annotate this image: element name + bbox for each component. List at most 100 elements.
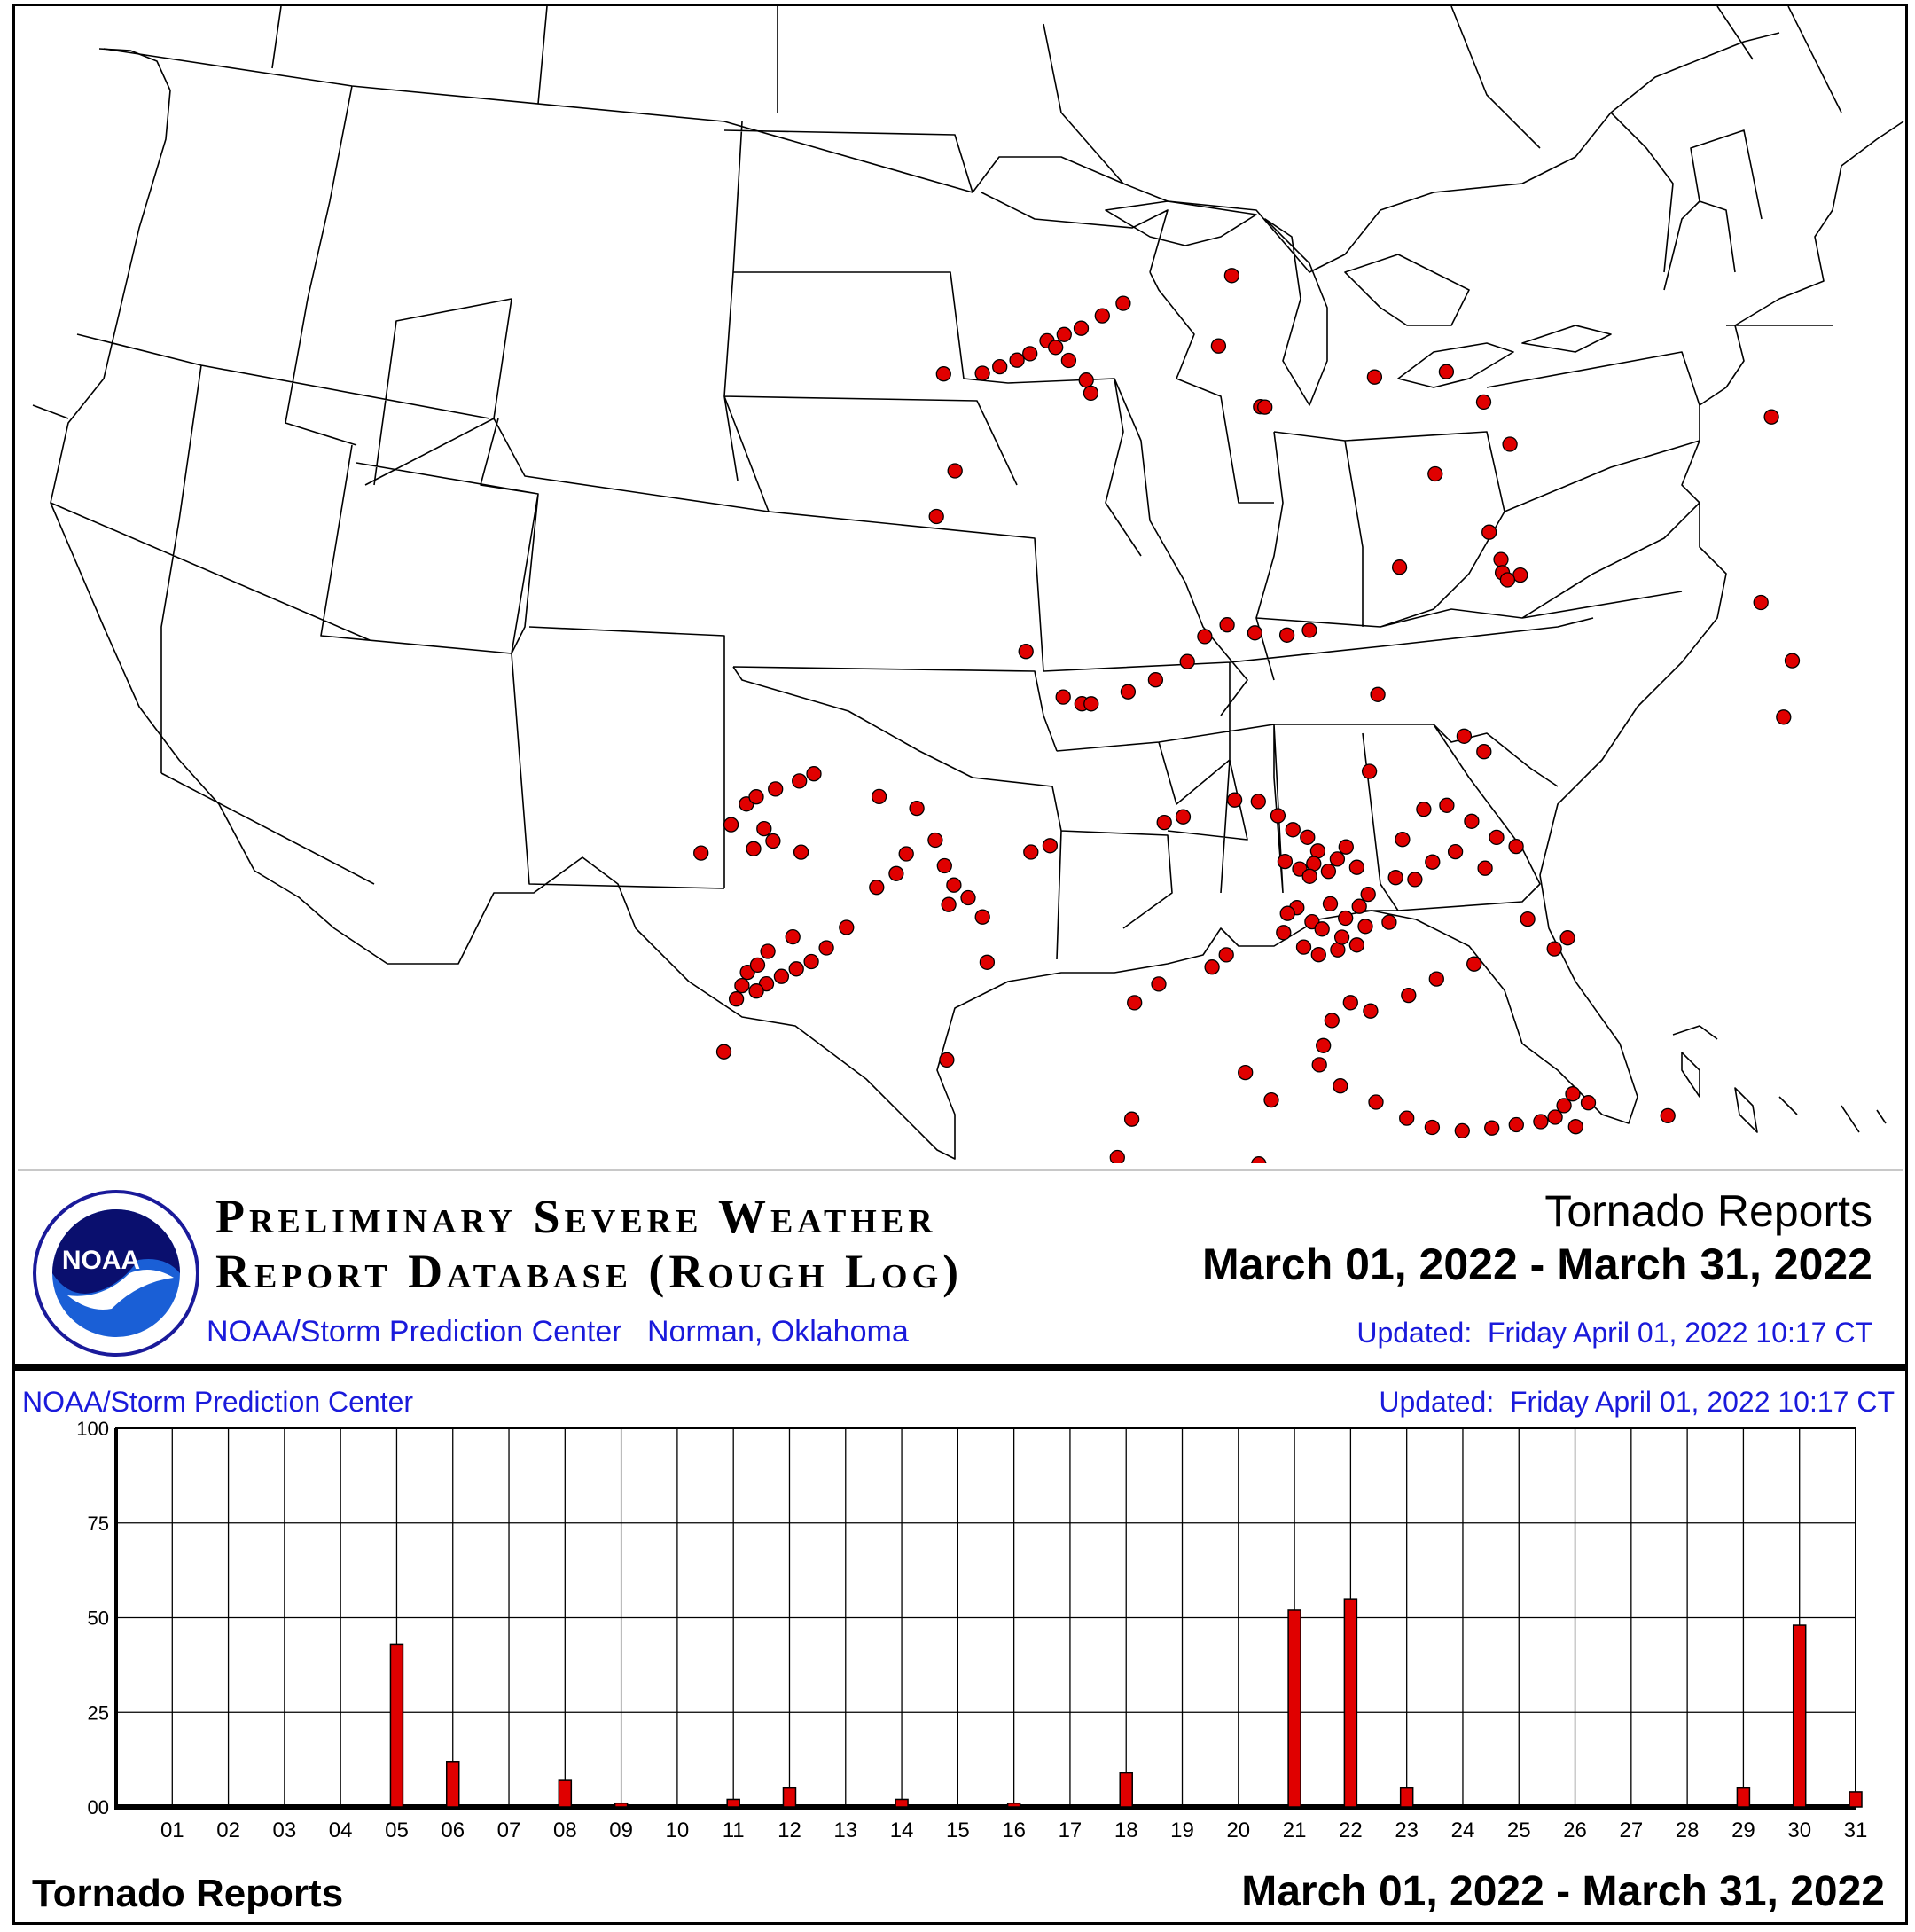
footer-date-range: March 01, 2022 - March 31, 2022 <box>1241 1867 1885 1916</box>
x-tick-label: 23 <box>1395 1819 1419 1842</box>
tornado-report-marker <box>1352 899 1366 913</box>
tornado-report-marker <box>1364 1004 1378 1018</box>
bar-day-30 <box>1794 1625 1806 1807</box>
tornado-report-marker <box>1264 1093 1278 1107</box>
tornado-report-marker <box>1489 830 1504 844</box>
x-tick-label: 16 <box>1002 1819 1026 1842</box>
tornado-report-marker <box>1343 996 1357 1010</box>
tornado-report-marker <box>1198 630 1212 644</box>
tornado-report-marker <box>1258 400 1272 414</box>
tornado-report-marker <box>1252 1157 1266 1163</box>
tornado-report-marker <box>1440 798 1454 812</box>
tornado-report-marker <box>1302 869 1317 883</box>
tornado-report-marker <box>819 941 833 955</box>
tornado-report-marker <box>1116 296 1130 310</box>
tornado-report-marker <box>937 859 951 873</box>
tornado-report-marker <box>948 464 962 478</box>
tornado-report-marker <box>757 822 771 836</box>
tornado-report-marker <box>1547 942 1561 956</box>
tornado-report-marker <box>1388 871 1403 885</box>
x-tick-label: 09 <box>609 1819 633 1842</box>
tornado-report-marker <box>1310 844 1325 858</box>
tornado-report-marker <box>1251 794 1265 809</box>
tornado-report-marker <box>730 992 744 1006</box>
tornado-report-marker <box>1369 1095 1383 1109</box>
tornado-report-marker <box>1478 861 1492 875</box>
tornado-report-marker <box>1075 321 1089 335</box>
x-tick-label: 27 <box>1619 1819 1643 1842</box>
database-title-line1: Preliminary Severe Weather <box>215 1189 937 1244</box>
tornado-report-marker <box>1023 347 1037 361</box>
x-tick-label: 08 <box>553 1819 577 1842</box>
tornado-report-marker <box>993 360 1007 374</box>
tornado-report-marker <box>1428 467 1442 481</box>
tornado-report-marker <box>889 866 903 880</box>
tornado-report-marker <box>1661 1108 1675 1122</box>
chart-updated: Updated: Friday April 01, 2022 10:17 CT <box>1379 1386 1895 1418</box>
tornado-report-marker <box>1228 793 1242 807</box>
tornado-report-marker <box>735 979 749 993</box>
tornado-report-marker <box>1754 596 1768 610</box>
tornado-report-marker <box>870 880 884 895</box>
x-tick-label: 04 <box>329 1819 353 1842</box>
bar-day-18 <box>1120 1773 1132 1807</box>
x-tick-label: 01 <box>160 1819 184 1842</box>
tornado-report-map <box>15 6 1905 1163</box>
x-tick-label: 19 <box>1170 1819 1194 1842</box>
tornado-report-marker <box>786 930 800 944</box>
banner-date-range: March 01, 2022 - March 31, 2022 <box>1202 1239 1872 1290</box>
tornado-report-marker <box>936 367 950 381</box>
y-tick-label: 00 <box>88 1796 109 1819</box>
tornado-report-marker <box>1205 960 1219 974</box>
us-outline <box>51 49 1903 1159</box>
tornado-report-marker <box>940 1052 954 1067</box>
chart-source: NOAA/Storm Prediction Center <box>22 1386 413 1418</box>
tornado-report-marker <box>761 944 775 958</box>
tornado-report-marker <box>975 366 989 380</box>
tornado-report-marker <box>1439 364 1453 379</box>
bar-day-12 <box>783 1788 795 1807</box>
tornado-report-marker <box>1503 437 1517 451</box>
bar-day-14 <box>895 1799 908 1807</box>
tornado-report-marker <box>1056 690 1070 704</box>
tornado-report-marker <box>1157 816 1171 830</box>
tornado-report-marker <box>794 845 809 859</box>
tornado-report-marker <box>751 958 765 972</box>
tornado-report-marker <box>1239 1066 1253 1080</box>
x-tick-label: 03 <box>273 1819 297 1842</box>
tornado-report-marker <box>1280 628 1294 642</box>
agency-line: NOAA/Storm Prediction Center Norman, Okl… <box>207 1315 909 1349</box>
x-tick-label: 29 <box>1731 1819 1755 1842</box>
tornado-report-marker <box>1280 906 1294 920</box>
tornado-report-marker <box>1777 710 1791 724</box>
tornado-report-marker <box>1321 864 1335 879</box>
tornado-report-marker <box>804 955 818 969</box>
tornado-report-marker <box>947 878 961 892</box>
tornado-report-marker <box>1180 654 1194 669</box>
map-boundaries <box>33 6 1903 1159</box>
tornado-report-marker <box>1049 340 1063 355</box>
x-tick-label: 10 <box>666 1819 690 1842</box>
tornado-report-marker <box>1324 896 1338 911</box>
tornado-report-marker <box>1010 353 1024 367</box>
tornado-report-marker <box>1301 830 1315 844</box>
noaa-logo: NOAA <box>32 1189 200 1357</box>
tornado-report-marker <box>1270 809 1285 823</box>
tornado-report-marker <box>793 774 807 788</box>
tornado-report-marker <box>749 790 763 804</box>
tornado-report-marker <box>1278 855 1292 869</box>
bar-day-21 <box>1288 1610 1301 1807</box>
tornado-report-marker <box>1449 845 1463 859</box>
y-tick-label: 50 <box>88 1607 109 1630</box>
tornado-report-marker <box>1509 840 1523 854</box>
tornado-report-marker <box>1417 802 1431 817</box>
tornado-report-marker <box>975 910 989 924</box>
tornado-report-marker <box>1400 1111 1414 1125</box>
footer-report-type: Tornado Reports <box>32 1872 343 1916</box>
bar-day-23 <box>1401 1788 1413 1807</box>
tornado-report-marker <box>1457 729 1471 743</box>
tornado-report-marker <box>1426 855 1440 869</box>
x-tick-label: 22 <box>1339 1819 1363 1842</box>
tornado-report-marker <box>1333 1079 1348 1093</box>
report-banner: NOAA Preliminary Severe Weather Report D… <box>18 1169 1903 1366</box>
